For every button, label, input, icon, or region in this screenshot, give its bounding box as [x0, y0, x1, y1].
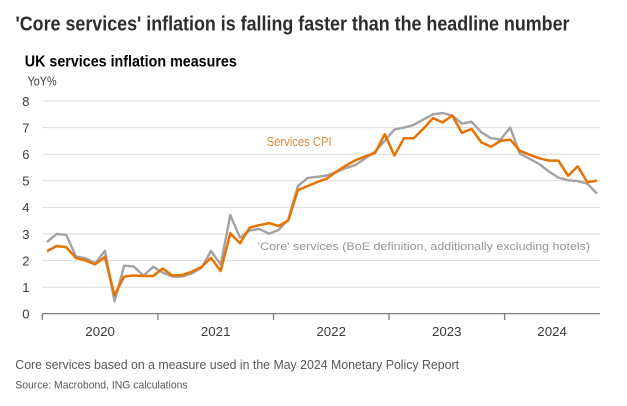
svg-text:Services CPI: Services CPI: [267, 134, 332, 149]
svg-text:0: 0: [22, 307, 29, 322]
svg-text:8: 8: [22, 94, 29, 109]
svg-text:6: 6: [22, 147, 29, 162]
svg-text:2: 2: [22, 253, 29, 268]
svg-text:YoY%: YoY%: [28, 74, 57, 89]
svg-text:2020: 2020: [85, 324, 115, 339]
svg-text:5: 5: [22, 174, 29, 189]
svg-text:Source: Macrobond, ING calcula: Source: Macrobond, ING calculations: [15, 380, 188, 392]
svg-text:'Core' services (BoE definitio: 'Core' services (BoE definition, additio…: [258, 241, 590, 253]
svg-text:'Core services' inflation is f: 'Core services' inflation is falling fas…: [16, 14, 570, 36]
svg-text:UK services inflation measures: UK services inflation measures: [25, 53, 237, 70]
svg-text:2022: 2022: [316, 324, 346, 339]
svg-text:2024: 2024: [537, 324, 567, 339]
svg-text:7: 7: [22, 120, 29, 135]
svg-text:2023: 2023: [432, 324, 462, 339]
svg-text:1: 1: [22, 280, 29, 295]
svg-text:4: 4: [22, 200, 29, 215]
svg-text:3: 3: [22, 227, 29, 242]
svg-text:2021: 2021: [201, 324, 231, 339]
svg-text:Core services based on a measu: Core services based on a measure used in…: [15, 357, 459, 372]
